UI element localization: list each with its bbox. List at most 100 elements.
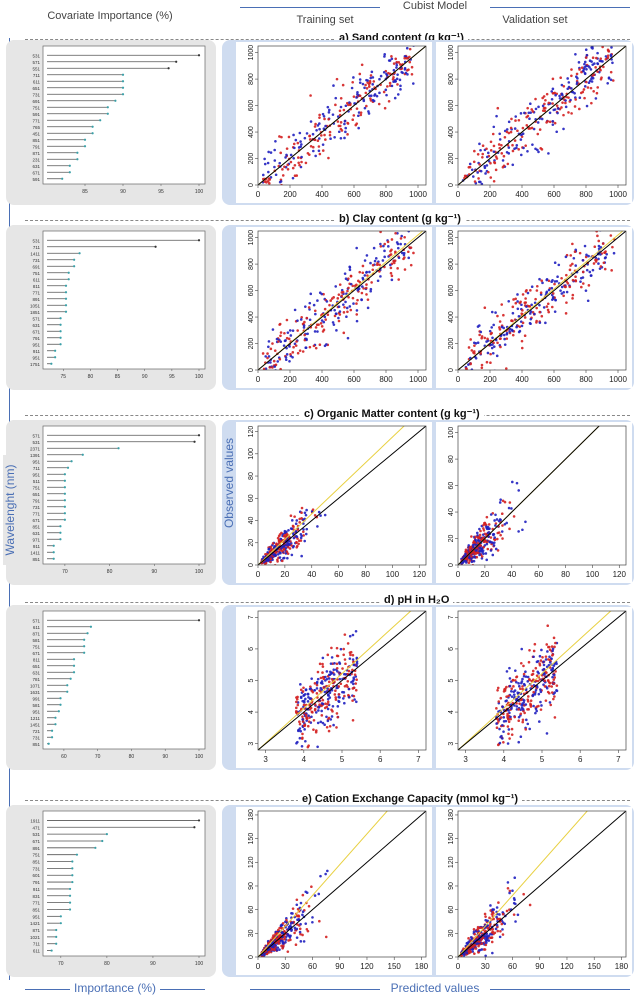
data-point: [540, 314, 544, 318]
x-tick-label: 0: [256, 190, 261, 199]
data-point: [375, 263, 379, 267]
data-point: [275, 337, 279, 341]
data-point: [473, 932, 477, 936]
data-point: [573, 105, 577, 108]
y-tick-label: 5: [448, 678, 455, 682]
data-point: [282, 534, 286, 538]
x-tick-label: 600: [547, 190, 561, 199]
data-point: [373, 259, 377, 263]
data-point: [524, 144, 527, 147]
data-point: [499, 533, 502, 537]
data-point: [355, 313, 359, 316]
data-point: [347, 695, 351, 699]
data-point: [550, 645, 554, 648]
data-point: [323, 706, 327, 710]
plot-frame: [457, 425, 627, 566]
fit-line: [258, 426, 405, 565]
data-point: [596, 234, 599, 238]
data-point: [513, 704, 516, 707]
data-point: [327, 117, 330, 121]
data-point: [520, 339, 524, 343]
data-point: [273, 365, 276, 368]
data-point: [383, 55, 386, 58]
wavelength-tick-label: 851: [32, 742, 40, 747]
data-point: [318, 116, 321, 119]
data-point: [312, 718, 316, 722]
data-point: [483, 934, 486, 938]
data-point: [583, 66, 586, 69]
data-point: [499, 498, 502, 501]
data-point: [336, 297, 340, 300]
data-point: [285, 147, 289, 150]
data-point: [586, 299, 590, 303]
data-point: [287, 925, 291, 929]
data-point: [570, 74, 573, 78]
data-point: [308, 134, 311, 138]
x-tick-label: 100: [586, 570, 600, 579]
data-point: [508, 330, 511, 333]
data-point: [579, 91, 583, 95]
data-point: [547, 101, 551, 105]
data-point: [552, 697, 555, 701]
data-point: [490, 936, 494, 939]
data-point: [470, 535, 473, 538]
y-tick-label: 600: [448, 285, 455, 297]
data-point: [338, 677, 342, 681]
data-point: [492, 179, 496, 183]
data-point: [611, 61, 614, 65]
data-point: [515, 144, 519, 147]
data-point: [339, 682, 343, 686]
data-point: [280, 559, 284, 563]
data-point: [505, 699, 508, 702]
data-point: [302, 326, 306, 329]
data-point: [570, 87, 573, 90]
data-point: [479, 330, 483, 334]
data-point: [295, 903, 299, 907]
data-point: [323, 133, 326, 137]
data-point: [611, 245, 614, 249]
x-tick-label: 180: [415, 962, 429, 971]
data-point: [330, 715, 334, 718]
data-point: [327, 108, 331, 112]
wavelength-tick-label: 511: [33, 479, 41, 484]
data-point: [347, 687, 351, 691]
data-point: [500, 512, 504, 516]
data-point: [370, 70, 374, 74]
importance-point: [101, 839, 104, 843]
data-point: [398, 78, 402, 82]
y-tick-label: 120: [248, 856, 255, 868]
data-point: [284, 356, 288, 359]
validation-set-label: Validation set: [502, 14, 568, 26]
data-point: [303, 136, 307, 140]
wavelength-tick-label: 1751: [30, 362, 41, 367]
data-point: [475, 531, 479, 535]
x-tick-label: 120: [560, 962, 574, 971]
data-point: [290, 527, 294, 531]
data-point: [508, 677, 512, 680]
data-point: [324, 679, 327, 682]
data-point: [564, 99, 567, 102]
data-point: [328, 133, 332, 137]
data-point: [325, 300, 329, 303]
y-tick-label: 60: [448, 482, 455, 490]
data-point: [346, 642, 350, 645]
data-point: [574, 98, 577, 101]
data-point: [479, 544, 482, 547]
data-point: [548, 120, 552, 124]
data-point: [331, 710, 334, 713]
section-title: c) Organic Matter content (g kg⁻¹): [300, 407, 484, 420]
data-point: [546, 690, 550, 694]
data-point: [489, 343, 492, 347]
y-tick-label: 400: [448, 126, 455, 138]
data-point: [498, 727, 501, 731]
y-tick-label: 3: [448, 742, 455, 746]
data-point: [478, 527, 481, 531]
wavelength-tick-label: 751: [32, 644, 40, 649]
data-point: [478, 163, 481, 166]
data-point: [284, 940, 287, 944]
data-point: [284, 920, 287, 924]
data-point: [562, 84, 566, 88]
data-point: [361, 276, 365, 280]
data-point: [324, 124, 327, 128]
data-point: [511, 305, 515, 309]
